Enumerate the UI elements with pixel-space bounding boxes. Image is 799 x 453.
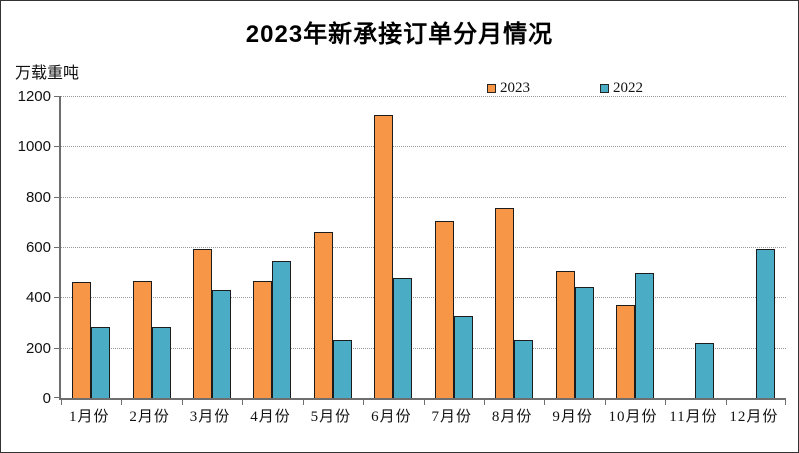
bar-2023-2月份 <box>132 280 152 398</box>
gridline-600 <box>61 247 786 248</box>
y-tick-200 <box>54 347 61 349</box>
bar-2022-7月份 <box>453 315 473 398</box>
y-tick-label-0: 0 <box>42 390 51 407</box>
bar-2023-10月份 <box>616 304 635 398</box>
x-tick-0 <box>61 400 62 405</box>
bar-2022-12月份 <box>755 248 775 398</box>
bar-2022-10月份 <box>635 273 654 398</box>
x-label-2月份: 2月份 <box>129 409 170 425</box>
gridline-200 <box>61 347 786 349</box>
x-label-9月份: 9月份 <box>552 409 593 425</box>
chart-title: 2023年新承接订单分月情况 <box>245 21 554 48</box>
x-label-4月份: 4月份 <box>250 409 291 425</box>
bar-group-2月份 <box>121 96 181 398</box>
legend-item-2022: 2022 <box>600 81 643 96</box>
x-axis-labels: 1月份 2月份 3月份 4月份 5月份 6月份 7月份 8月份 9月份 10月份 11月份 12月份 <box>59 405 784 426</box>
bar-2023-9月份 <box>555 270 575 398</box>
y-tick-label-800: 800 <box>25 188 51 206</box>
x-label-6月份: 6月份 <box>371 409 412 425</box>
y-tick-1000 <box>54 146 61 148</box>
legend-label-2023: 2023 <box>500 80 530 96</box>
gridline-1200 <box>61 96 786 97</box>
y-tick-600 <box>54 247 61 248</box>
y-tick-label-600: 600 <box>25 239 51 256</box>
bar-2022-4月份 <box>272 260 292 398</box>
bar-2022-3月份 <box>212 289 232 398</box>
y-tick-800 <box>54 196 61 198</box>
y-tick-1200 <box>54 96 61 97</box>
x-tick-11 <box>725 400 727 405</box>
bar-group-6月份 <box>363 96 423 398</box>
gridline-800 <box>61 196 786 198</box>
y-tick-0 <box>54 397 61 398</box>
bar-2023-7月份 <box>434 220 454 398</box>
legend-marker-2023 <box>487 84 496 93</box>
y-tick-label-400: 400 <box>25 289 51 307</box>
x-label-1月份: 1月份 <box>68 409 110 425</box>
x-tick-10 <box>665 400 667 405</box>
y-tick-400 <box>54 297 61 299</box>
x-tick-6 <box>423 400 425 405</box>
bar-2023-5月份 <box>313 231 333 398</box>
bar-group-1月份 <box>61 96 121 398</box>
bar-2022-5月份 <box>332 340 352 398</box>
legend-marker-2022 <box>600 84 609 93</box>
x-label-10月份: 10月份 <box>608 409 658 425</box>
bar-group-3月份 <box>182 96 242 398</box>
legend-item-2023: 2023 <box>487 81 530 96</box>
bar-group-9月份 <box>544 96 604 398</box>
y-axis-unit-label: 万载重吨 <box>15 65 80 82</box>
x-label-11月份: 11月份 <box>669 409 718 425</box>
y-tick-label-200: 200 <box>25 339 51 357</box>
x-tick-12 <box>785 400 786 405</box>
bar-2022-6月份 <box>393 277 413 398</box>
bar-2023-8月份 <box>495 208 515 398</box>
bar-2022-1月份 <box>91 327 111 398</box>
gridline-1000 <box>61 146 786 148</box>
bar-group-8月份 <box>484 96 544 398</box>
x-tick-1 <box>121 400 123 405</box>
bar-2023-6月份 <box>374 115 394 398</box>
x-tick-8 <box>544 400 546 405</box>
bar-2022-8月份 <box>514 339 534 398</box>
legend: 2023 2022 <box>487 81 643 96</box>
x-label-3月份: 3月份 <box>189 409 231 425</box>
y-tick-label-1200: 1200 <box>17 88 51 105</box>
x-tick-5 <box>363 400 365 405</box>
bar-2023-3月份 <box>193 248 213 398</box>
x-tick-4 <box>302 400 304 405</box>
bar-2023-4月份 <box>253 280 273 398</box>
bar-group-7月份 <box>424 96 484 398</box>
x-label-5月份: 5月份 <box>310 409 352 425</box>
bar-2022-9月份 <box>574 287 594 398</box>
y-tick-label-1000: 1000 <box>17 138 51 156</box>
x-tick-3 <box>242 400 244 405</box>
x-tick-7 <box>483 400 485 405</box>
x-label-8月份: 8月份 <box>491 409 533 425</box>
bar-2022-11月份 <box>695 342 715 398</box>
bar-2022-2月份 <box>151 326 171 398</box>
x-label-7月份: 7月份 <box>431 409 472 425</box>
x-tick-2 <box>181 400 183 405</box>
bar-group-5月份 <box>303 96 363 398</box>
bar-2023-1月份 <box>72 282 92 398</box>
bar-group-4月份 <box>242 96 302 398</box>
x-tick-9 <box>604 400 606 405</box>
bar-group-11月份 <box>665 96 725 398</box>
x-label-12月份: 12月份 <box>729 409 779 425</box>
plot-area <box>54 96 786 405</box>
bar-group-12月份 <box>726 96 786 398</box>
bar-groups <box>61 96 786 398</box>
gridline-400 <box>61 297 786 299</box>
bar-group-10月份 <box>605 96 665 398</box>
legend-label-2022: 2022 <box>613 80 643 96</box>
